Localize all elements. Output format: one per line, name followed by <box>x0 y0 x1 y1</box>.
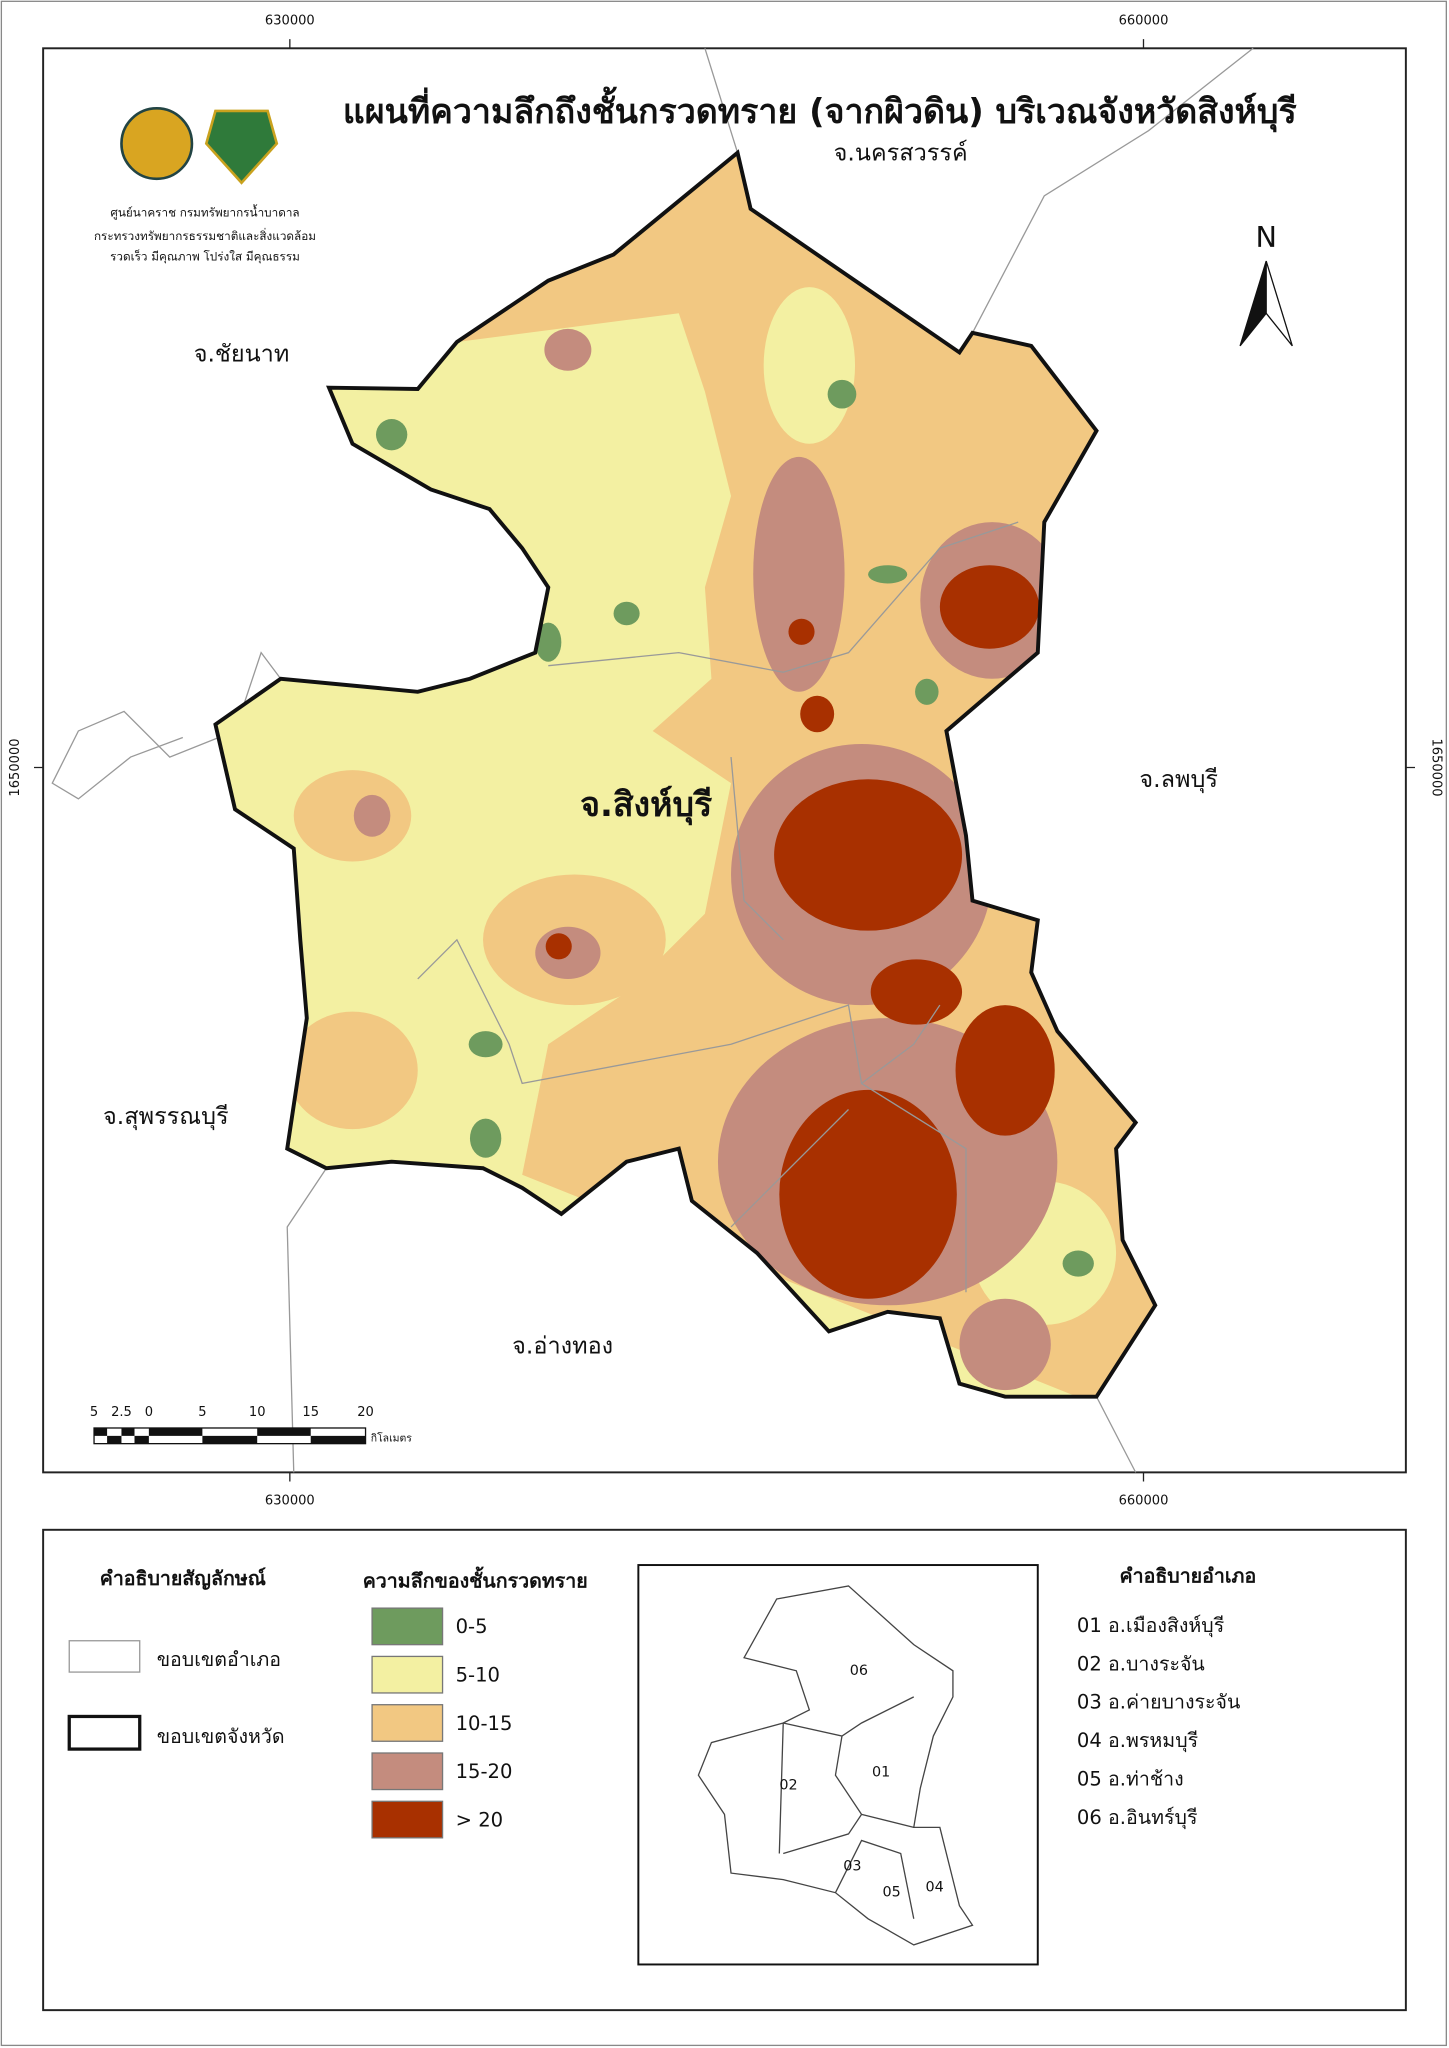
inset-map <box>697 1585 974 1946</box>
district-item: 03 อ.ค่ายบางระจัน <box>1077 1691 1240 1714</box>
inset-label: 01 <box>872 1765 890 1781</box>
depth-label: 5-10 <box>456 1663 500 1686</box>
scale-label: 10 <box>249 1405 266 1420</box>
zone <box>468 1031 503 1058</box>
zone <box>287 1011 418 1130</box>
province-label: จ.ชัยนาท <box>194 340 290 368</box>
inset-label: 06 <box>850 1663 868 1679</box>
zone <box>1062 1250 1094 1277</box>
coord-ticks <box>34 39 1415 1482</box>
district-item: 06 อ.อินทร์บุรี <box>1077 1806 1198 1830</box>
province-label: จ.ลพบุรี <box>1139 765 1218 793</box>
zone <box>939 565 1040 649</box>
org-line: รวดเร็ว มีคุณภาพ โปร่งใส มีคุณธรรม <box>110 249 300 264</box>
coord-label: 1650000 <box>1428 738 1443 796</box>
zone <box>763 287 856 444</box>
province-label: จ.สิงห์บุรี <box>580 785 713 826</box>
scale-label: 5 <box>90 1405 98 1420</box>
province-label: จ.สุพรรณบุรี <box>103 1102 229 1130</box>
province-label: จ.อ่างทอง <box>512 1332 613 1360</box>
zone <box>959 1298 1051 1391</box>
district-title: คำอธิบายอำเภอ <box>1120 1564 1257 1587</box>
neighbor-boundaries <box>51 47 1254 1473</box>
north-label: N <box>1255 220 1276 254</box>
org-line: กระทรวงทรัพยากรธรรมชาติและสิ่งแวดล้อม <box>94 228 316 243</box>
district-boundaries <box>417 521 1019 1293</box>
zone <box>779 1089 957 1299</box>
scale-unit: กิโลเมตร <box>371 1431 413 1444</box>
logo <box>204 109 279 185</box>
district-item: 05 อ.ท่าช้าง <box>1077 1767 1184 1790</box>
inset-label: 02 <box>779 1778 797 1794</box>
zone <box>774 779 963 931</box>
symbol-swatch <box>68 1640 141 1673</box>
scale-label: 5 <box>198 1405 206 1420</box>
symbol-label: ขอบเขตอำเภอ <box>157 1648 281 1671</box>
zone <box>353 794 391 837</box>
zone <box>535 622 562 662</box>
org-line: ศูนย์นาคราช กรมทรัพยากรน้ำบาดาล <box>110 203 299 220</box>
scale-label: 15 <box>302 1405 319 1420</box>
coord-label: 630000 <box>265 1494 315 1509</box>
depth-label: 10-15 <box>456 1712 513 1735</box>
zone <box>753 456 845 692</box>
zone <box>870 959 963 1025</box>
zone <box>293 770 412 862</box>
district-item: 01 อ.เมืองสิงห์บุรี <box>1077 1614 1224 1638</box>
district-item: 02 อ.บางระจัน <box>1077 1652 1205 1675</box>
depth-label: > 20 <box>456 1808 504 1831</box>
zone <box>955 1005 1055 1136</box>
map-title: แผนที่ความลึกถึงชั้นกรวดทราย (จากผิวดิน)… <box>343 86 1298 133</box>
coord-label: 1650000 <box>8 738 23 796</box>
inset-label: 03 <box>843 1859 861 1875</box>
depth-swatch <box>371 1752 444 1791</box>
depth-label: 15-20 <box>456 1760 513 1783</box>
scale-label: 0 <box>145 1405 153 1420</box>
zone <box>613 601 640 626</box>
zone <box>469 1118 502 1158</box>
zone <box>868 565 908 584</box>
logo <box>120 107 194 181</box>
north-arrow <box>1265 260 1293 347</box>
depth-swatch <box>371 1607 444 1646</box>
scale-bar <box>93 1427 367 1445</box>
zone <box>788 618 815 645</box>
symbol-swatch <box>67 1714 142 1751</box>
scale-label: 20 <box>357 1405 374 1420</box>
symbol-label: ขอบเขตจังหวัด <box>157 1725 285 1748</box>
province-label: จ.นครสวรรค์ <box>834 139 968 167</box>
coord-label: 660000 <box>1119 1494 1169 1509</box>
legend-title: คำอธิบายสัญลักษณ์ <box>100 1567 266 1590</box>
zone <box>827 379 857 409</box>
inset-label: 04 <box>926 1879 944 1895</box>
zone <box>915 678 939 705</box>
depth-swatch <box>371 1800 444 1839</box>
zone <box>545 933 572 960</box>
inset-label: 05 <box>882 1885 900 1901</box>
coord-label: 660000 <box>1119 13 1169 28</box>
district-item: 04 อ.พรหมบุรี <box>1077 1729 1198 1753</box>
zone <box>544 328 592 371</box>
depth-label: 0-5 <box>456 1615 488 1638</box>
zone <box>375 418 408 451</box>
depth-swatch <box>371 1704 444 1742</box>
zone <box>800 695 835 733</box>
depth-swatch <box>371 1655 444 1694</box>
scale-label: 2.5 <box>111 1405 132 1420</box>
legend-title: ความลึกของชั้นกรวดทราย <box>363 1566 588 1593</box>
coord-label: 630000 <box>265 13 315 28</box>
